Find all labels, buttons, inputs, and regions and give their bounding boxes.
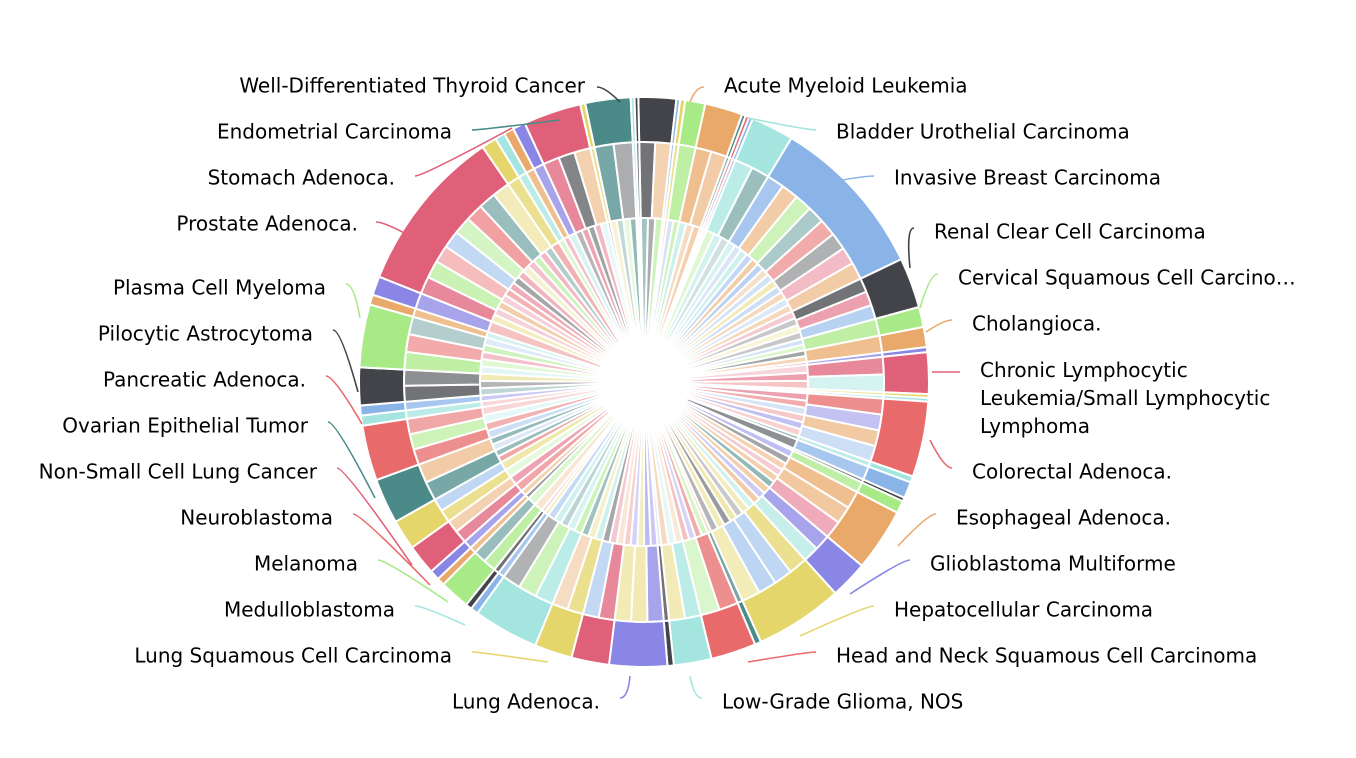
slice-labels: Well-Differentiated Thyroid Cancer Endome… xyxy=(39,74,1296,714)
slice-label-invasive-breast-carcinoma: Invasive Breast Carcinoma xyxy=(894,166,1161,190)
leader-line-low-grade-glioma-nos xyxy=(689,675,703,699)
leader-line-lung-adenoca xyxy=(619,675,631,699)
leader-line-acute-myeloid-leukemia xyxy=(689,86,705,103)
slice-label-stomach-adenoca: Stomach Adenoca. xyxy=(208,166,395,190)
slice-label-prostate-adenoca: Prostate Adenoca. xyxy=(176,212,358,236)
slice-label-line: Lymphoma xyxy=(980,414,1090,438)
center-hole xyxy=(598,336,690,428)
slice-label-esophageal-adenoca: Esophageal Adenoca. xyxy=(956,506,1171,530)
slice-label-pilocytic-astrocytoma: Pilocytic Astrocytoma xyxy=(98,322,313,346)
slice-label-lung-adenoca: Lung Adenoca. xyxy=(452,690,600,714)
slice-label-endometrial-carcinoma: Endometrial Carcinoma xyxy=(217,120,452,144)
slice-label-well-differentiated-thyroid-cancer: Well-Differentiated Thyroid Cancer xyxy=(239,74,585,98)
leader-line-well-differentiated-thyroid-cancer xyxy=(596,86,621,103)
leader-line-melanoma xyxy=(377,559,449,603)
leader-line-bladder-urothelial-carcinoma xyxy=(747,117,817,131)
slice-label-ovarian-epithelial-tumor: Ovarian Epithelial Tumor xyxy=(62,414,308,438)
leader-line-pilocytic-astrocytoma xyxy=(332,329,359,393)
slice-label-hepatocellular-carcinoma: Hepatocellular Carcinoma xyxy=(894,598,1153,622)
outer-slice-lung-adenoca[interactable] xyxy=(607,619,669,669)
leader-line-glioblastoma-multiforme xyxy=(849,559,911,595)
slice-label-renal-clear-cell-carcinoma: Renal Clear Cell Carcinoma xyxy=(934,220,1206,244)
leader-line-lung-squamous-cell-carcinoma xyxy=(471,651,549,663)
leader-line-cervical-squamous-cell-carcino xyxy=(919,273,939,309)
slice-label-lung-squamous-cell-carcinoma: Lung Squamous Cell Carcinoma xyxy=(134,644,452,668)
middle-ring xyxy=(403,141,885,624)
leader-line-pancreatic-adenoca xyxy=(325,375,363,425)
leader-line-invasive-breast-carcinoma xyxy=(841,175,875,181)
outer-slice-endometrial-carcinoma[interactable] xyxy=(583,96,634,149)
slice-label-cholangioca: Cholangioca. xyxy=(972,312,1101,336)
leader-line-endometrial-carcinoma xyxy=(471,119,561,131)
slice-label-glioblastoma-multiforme: Glioblastoma Multiforme xyxy=(930,552,1176,576)
slice-label-line: Chronic Lymphocytic xyxy=(980,358,1188,382)
leader-line-esophageal-adenoca xyxy=(897,513,937,547)
label-leader-lines xyxy=(325,86,960,699)
leader-line-plasma-cell-myeloma xyxy=(345,283,361,319)
outer-slice-57[interactable] xyxy=(633,96,641,144)
outer-slice-pilocytic-astrocytoma[interactable] xyxy=(358,366,406,407)
slice-label-low-grade-glioma-nos: Low-Grade Glioma, NOS xyxy=(722,690,963,714)
leader-line-medulloblastoma xyxy=(414,605,466,626)
leader-line-renal-clear-cell-carcinoma xyxy=(907,227,915,269)
slice-label-line: Leukemia/Small Lymphocytic xyxy=(980,386,1270,410)
slice-label-cervical-squamous-cell-carcino: Cervical Squamous Cell Carcino… xyxy=(958,266,1296,290)
leader-line-head-and-neck-squamous-cell-carcinoma xyxy=(747,651,817,663)
slice-label-bladder-urothelial-carcinoma: Bladder Urothelial Carcinoma xyxy=(836,120,1130,144)
leader-line-stomach-adenoca xyxy=(414,127,513,177)
slice-label-pancreatic-adenoca: Pancreatic Adenoca. xyxy=(103,368,306,392)
leader-line-neuroblastoma xyxy=(352,513,431,586)
leader-line-colorectal-adenoca xyxy=(929,439,953,469)
slice-label-colorectal-adenoca: Colorectal Adenoca. xyxy=(972,460,1172,484)
leader-line-hepatocellular-carcinoma xyxy=(799,605,875,637)
slice-label-head-and-neck-squamous-cell-carcinoma: Head and Neck Squamous Cell Carcinoma xyxy=(836,644,1257,668)
slice-label-neuroblastoma: Neuroblastoma xyxy=(180,506,333,530)
outer-slice-well-differentiated-thyroid-cancer[interactable] xyxy=(637,96,678,145)
slice-label-chronic-lymphocytic-leukemia-small-lymphocytic-lymphoma: Chronic Lymphocytic Leukemia/Small Lympho… xyxy=(980,358,1270,438)
slice-label-medulloblastoma: Medulloblastoma xyxy=(224,598,395,622)
leader-line-prostate-adenoca xyxy=(375,221,411,237)
leader-line-non-small-cell-lung-cancer xyxy=(336,467,413,566)
slice-label-acute-myeloid-leukemia: Acute Myeloid Leukemia xyxy=(724,74,968,98)
slice-label-plasma-cell-myeloma: Plasma Cell Myeloma xyxy=(113,276,326,300)
slice-label-melanoma: Melanoma xyxy=(254,552,358,576)
outer-slice-chronic-lymphocytic-leukemia-small-lymphocytic-lymphoma[interactable] xyxy=(881,351,930,396)
leader-line-cholangioca xyxy=(925,319,953,333)
leader-line-ovarian-epithelial-tumor xyxy=(327,421,376,499)
outer-ring xyxy=(358,96,930,669)
slice-label-non-small-cell-lung-cancer: Non-Small Cell Lung Cancer xyxy=(39,460,318,484)
